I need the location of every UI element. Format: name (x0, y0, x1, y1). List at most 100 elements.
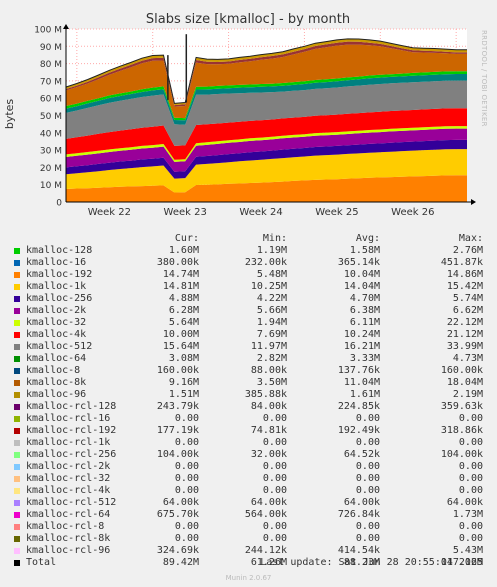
legend-swatch (14, 320, 20, 326)
legend-min: 0.00 (262, 533, 287, 544)
legend-row: kmalloc-rcl-4k 0.00 0.00 0.00 0.00 (0, 485, 497, 497)
legend-min: 84.00k (250, 401, 287, 412)
legend-max: 0.00 (458, 413, 483, 424)
legend-row: kmalloc-2k 6.28M 5.66M 6.38M 6.62M (0, 305, 497, 317)
legend-cur: 0.00 (174, 521, 199, 532)
legend-swatch (14, 380, 20, 386)
legend-min: 1.19M (256, 245, 287, 256)
x-tick-label: Week 25 (315, 207, 358, 218)
y-tick-label: 40 M (40, 129, 62, 139)
x-axis-ticks: Week 22 Week 23 Week 24 Week 25 Week 26 (88, 207, 435, 218)
legend-max: 0.00 (458, 485, 483, 496)
legend-cur: 104.00k (156, 449, 199, 460)
x-tick-label: Week 22 (88, 207, 131, 218)
legend-max: 359.63k (440, 401, 483, 412)
legend-min: 0.00 (262, 473, 287, 484)
x-tick-label: Week 26 (391, 207, 434, 218)
legend-cur: 64.00k (162, 497, 199, 508)
legend-avg: 137.76k (337, 365, 380, 376)
legend-name: Total (26, 557, 57, 568)
legend-min: 5.66M (256, 305, 287, 316)
legend-cur: 0.00 (174, 461, 199, 472)
legend-avg: 726.84k (337, 509, 380, 520)
legend-row: kmalloc-rcl-192 177.19k 74.81k 192.49k 318.8… (0, 425, 497, 437)
legend-min: 0.00 (262, 461, 287, 472)
x-axis-arrow (471, 199, 476, 205)
legend-max: 0.00 (458, 533, 483, 544)
y-tick-label: 90 M (40, 43, 62, 53)
legend-name: kmalloc-rcl-8k (26, 533, 111, 544)
legend-name: kmalloc-2k (26, 305, 87, 316)
legend-max: 6.62M (452, 305, 483, 316)
legend-min: 244.12k (244, 545, 287, 556)
legend-swatch (14, 284, 20, 290)
legend-row: kmalloc-1k 14.81M 10.25M 14.04M 15.42M (0, 281, 497, 293)
legend-avg: 192.49k (337, 425, 380, 436)
legend-max: 15.42M (446, 281, 483, 292)
legend-min: 7.69M (256, 329, 287, 340)
legend-avg: 64.00k (343, 497, 380, 508)
legend-name: kmalloc-rcl-1k (26, 437, 111, 448)
area-kmalloc-32 (66, 149, 467, 193)
legend-swatch (14, 308, 20, 314)
legend-row: kmalloc-32 5.64M 1.94M 6.11M 22.12M (0, 317, 497, 329)
legend-row: kmalloc-64 3.08M 2.82M 3.33M 4.73M (0, 353, 497, 365)
legend-avg: 414.54k (337, 545, 380, 556)
legend-max: 318.86k (440, 425, 483, 436)
legend-swatch (14, 272, 20, 278)
legend-min: 10.25M (250, 281, 287, 292)
legend-cur: 5.64M (168, 317, 199, 328)
legend-row: kmalloc-rcl-32 0.00 0.00 0.00 0.00 (0, 473, 497, 485)
legend-avg: 0.00 (355, 437, 380, 448)
header-cur: Cur: (174, 233, 199, 244)
legend-swatch (14, 404, 20, 410)
legend-row: kmalloc-rcl-64 675.70k 564.00k 726.84k 1.73M (0, 509, 497, 521)
legend-name: kmalloc-64 (26, 353, 87, 364)
legend-row: kmalloc-96 1.51M 385.88k 1.61M 2.19M (0, 389, 497, 401)
legend-swatch (14, 368, 20, 374)
legend-cur: 0.00 (174, 473, 199, 484)
legend-swatch (14, 428, 20, 434)
legend-name: kmalloc-rcl-4k (26, 485, 111, 496)
legend-row: kmalloc-4k 10.00M 7.69M 10.24M 21.12M (0, 329, 497, 341)
y-tick-label: 50 M (40, 112, 62, 122)
munin-version: Munin 2.0.67 (225, 574, 272, 582)
legend-swatch (14, 512, 20, 518)
legend-max: 14.86M (446, 269, 483, 280)
last-update: Last update: Sat Jun 28 20:55:04 2025 (260, 557, 483, 568)
legend-swatch (14, 500, 20, 506)
legend-name: kmalloc-1k (26, 281, 87, 292)
legend-max: 0.00 (458, 437, 483, 448)
slab-area-chart: Slabs size [kmalloc] - by month bytes 0 1… (3, 12, 476, 218)
legend-max: 33.99M (446, 341, 483, 352)
legend-name: kmalloc-rcl-16 (26, 413, 111, 424)
legend-min: 74.81k (250, 425, 287, 436)
area-kmalloc-256 (66, 139, 467, 179)
legend-max: 160.00k (440, 365, 483, 376)
legend-swatch (14, 536, 20, 542)
legend-row: kmalloc-128 1.60M 1.19M 1.58M 2.76M (0, 245, 497, 257)
legend-avg: 0.00 (355, 485, 380, 496)
legend-min: 5.48M (256, 269, 287, 280)
legend-swatch (14, 452, 20, 458)
legend-min: 2.82M (256, 353, 287, 364)
legend-row: kmalloc-512 15.64M 11.97M 16.21M 33.99M (0, 341, 497, 353)
legend-avg: 0.00 (355, 533, 380, 544)
legend-name: kmalloc-8 (26, 365, 81, 376)
y-tick-label: 70 M (40, 77, 62, 87)
legend-avg: 10.04M (343, 269, 380, 280)
legend-row: kmalloc-rcl-2k 0.00 0.00 0.00 0.00 (0, 461, 497, 473)
legend-name: kmalloc-4k (26, 329, 87, 340)
legend-swatch (14, 260, 20, 266)
legend-cur: 160.00k (156, 365, 199, 376)
legend-min: 232.00k (244, 257, 287, 268)
y-axis-label: bytes (3, 99, 16, 130)
legend-row: kmalloc-16 380.00k 232.00k 365.14k 451.87k (0, 257, 497, 269)
area-kmalloc-4k (66, 108, 467, 160)
legend-name: kmalloc-rcl-32 (26, 473, 111, 484)
legend-max: 2.19M (452, 389, 483, 400)
legend-max: 117.16M (440, 557, 483, 568)
legend-avg: 224.85k (337, 401, 380, 412)
legend-cur: 1.51M (168, 389, 199, 400)
y-tick-label: 20 M (40, 164, 62, 174)
